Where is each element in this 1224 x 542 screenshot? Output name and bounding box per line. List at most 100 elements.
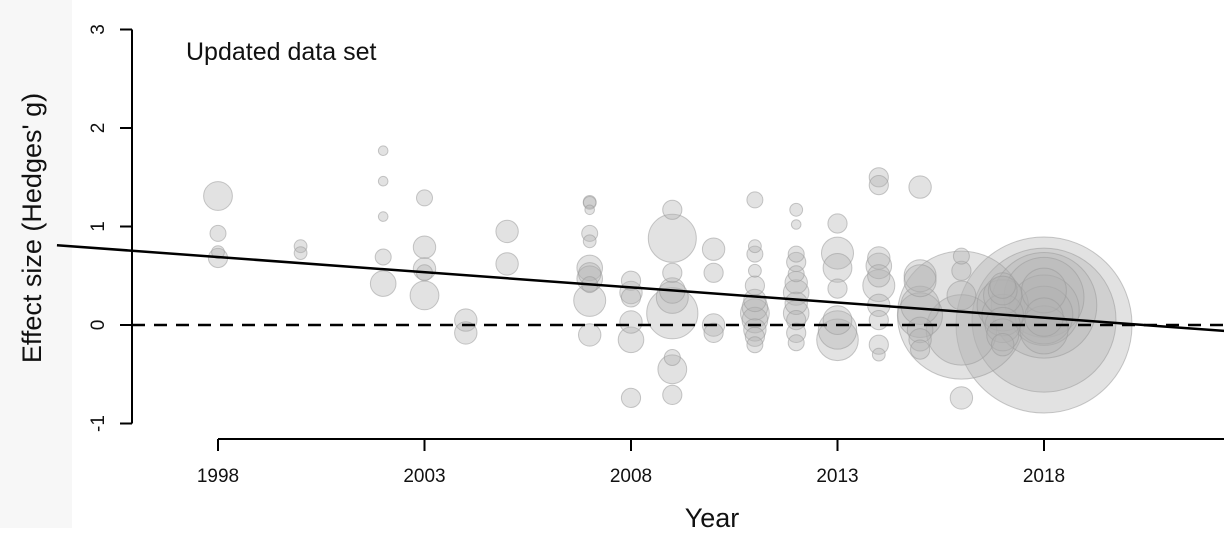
data-bubble xyxy=(662,262,683,283)
data-bubble xyxy=(619,310,643,334)
data-bubble xyxy=(377,175,389,187)
data-bubble xyxy=(868,167,889,188)
x-tick-label: 2003 xyxy=(403,466,445,487)
data-bubble xyxy=(787,265,805,283)
data-bubble xyxy=(293,239,308,254)
data-bubble xyxy=(989,272,1017,299)
data-bubble xyxy=(949,386,974,410)
data-bubble xyxy=(454,321,478,345)
data-bubble xyxy=(620,387,642,408)
y-tick-label: 2 xyxy=(88,123,109,134)
data-bubble xyxy=(787,245,805,263)
data-bubble xyxy=(647,213,697,263)
data-bubble xyxy=(584,204,596,216)
data-bubble xyxy=(620,270,642,291)
data-bubble xyxy=(412,257,437,281)
data-bubble xyxy=(495,219,519,244)
data-bubble xyxy=(617,326,645,354)
data-bubble xyxy=(951,260,972,281)
data-bubble xyxy=(827,213,848,234)
data-bubble xyxy=(746,191,764,209)
left-margin-strip xyxy=(0,0,72,528)
data-bubble xyxy=(910,339,931,360)
data-bubble xyxy=(867,246,891,270)
data-bubble xyxy=(369,270,397,297)
y-ticks: -1 0 1 2 3 xyxy=(88,24,132,432)
data-bubble xyxy=(908,175,932,199)
data-bubble xyxy=(903,264,937,298)
data-bubble xyxy=(865,252,893,280)
data-bubble xyxy=(868,310,889,331)
data-bubble xyxy=(576,254,604,282)
data-bubble xyxy=(377,211,389,222)
data-bubble xyxy=(209,224,227,242)
chart-title: Updated data set xyxy=(186,38,376,66)
data-bubble xyxy=(746,336,764,354)
data-bubble xyxy=(871,347,886,362)
data-bubble xyxy=(822,253,853,283)
data-bubble xyxy=(746,245,764,263)
data-bubble xyxy=(868,175,889,196)
data-bubble xyxy=(827,278,848,299)
data-bubble xyxy=(495,252,519,276)
data-bubble xyxy=(991,333,1015,357)
data-bubble xyxy=(900,285,940,325)
data-bubble xyxy=(784,291,808,315)
data-bubble xyxy=(822,305,853,336)
y-tick-label: -1 xyxy=(88,415,109,432)
data-bubble xyxy=(987,275,1018,306)
x-tick-label: 1998 xyxy=(197,466,239,487)
y-axis-label: Effect size (Hedges' g) xyxy=(17,93,47,363)
data-bubble xyxy=(986,318,1020,352)
x-axis-label: Year xyxy=(685,503,740,533)
data-bubble xyxy=(377,145,389,156)
x-tick-label: 2018 xyxy=(1023,466,1065,487)
data-bubble xyxy=(203,181,233,211)
data-bubble xyxy=(903,259,937,293)
y-tick-label: 3 xyxy=(88,24,109,35)
data-bubble xyxy=(211,245,225,260)
bubble-layer xyxy=(203,145,1133,414)
data-bubble xyxy=(416,189,433,207)
data-bubble xyxy=(952,247,970,265)
data-bubble xyxy=(787,334,805,352)
data-bubble xyxy=(990,251,1098,359)
data-bubble xyxy=(657,354,688,385)
data-bubble xyxy=(744,275,766,296)
data-bubble xyxy=(663,349,681,366)
x-tick-label: 2013 xyxy=(816,466,858,487)
data-bubble xyxy=(293,246,308,261)
data-bubble xyxy=(748,239,762,254)
data-bubble xyxy=(741,306,769,334)
data-bubble xyxy=(868,334,889,355)
data-bubble xyxy=(409,280,440,311)
regression-trend-line xyxy=(56,243,1224,333)
data-bubble xyxy=(906,316,934,344)
data-bubble xyxy=(817,310,858,350)
data-bubble xyxy=(703,322,724,343)
data-bubble xyxy=(790,219,802,230)
data-bubble xyxy=(971,247,1117,393)
x-ticks: 1998 2003 2008 2013 2018 xyxy=(197,439,1065,487)
data-bubble xyxy=(578,323,602,347)
data-bubble xyxy=(620,287,642,308)
data-bubble xyxy=(374,248,392,266)
data-bubble xyxy=(748,263,762,278)
y-tick-label: 0 xyxy=(88,320,109,331)
data-bubble xyxy=(581,224,599,242)
data-bubble xyxy=(743,288,767,313)
data-bubble xyxy=(701,237,726,261)
data-bubble xyxy=(662,384,683,405)
data-bubble xyxy=(703,262,724,283)
y-axis: -1 0 1 2 3 xyxy=(88,24,133,432)
data-bubble xyxy=(412,235,437,259)
x-axis: 1998 2003 2008 2013 2018 xyxy=(197,438,1224,487)
data-bubble xyxy=(786,322,807,343)
x-tick-label: 2008 xyxy=(610,466,652,487)
data-bubble xyxy=(582,234,597,249)
data-bubble xyxy=(897,292,943,339)
y-tick-label: 1 xyxy=(88,221,109,232)
data-bubble xyxy=(662,199,683,220)
data-bubble xyxy=(867,264,891,288)
